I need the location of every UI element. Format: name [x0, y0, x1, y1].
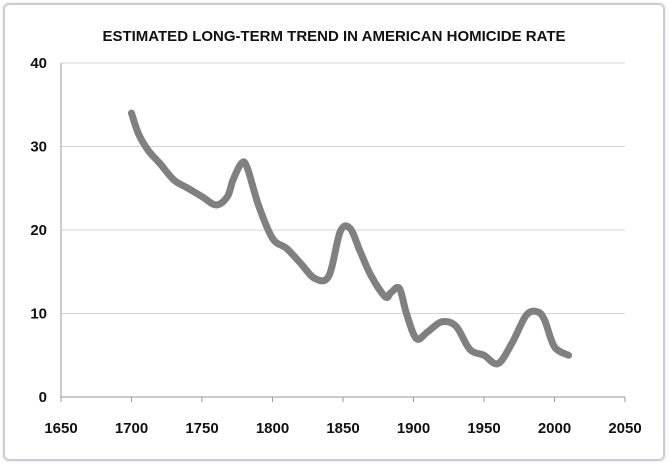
y-tick-label-10: 10	[30, 306, 47, 323]
x-axis-tick-labels: 1650 1700 1750 1800 1850 1900 1950 2000 2050	[44, 420, 641, 437]
y-tick-label-40: 40	[30, 55, 47, 72]
x-tick-label-2000: 2000	[538, 420, 571, 437]
x-tick-label-2050: 2050	[608, 420, 641, 437]
x-tick-label-1700: 1700	[115, 420, 148, 437]
x-tick-label-1750: 1750	[185, 420, 218, 437]
gridlines	[61, 62, 625, 314]
y-tick-label-20: 20	[30, 222, 47, 239]
x-tick-label-1950: 1950	[467, 420, 500, 437]
x-tick-label-1850: 1850	[326, 420, 359, 437]
chart-title: ESTIMATED LONG-TERM TREND IN AMERICAN HO…	[102, 28, 565, 45]
x-tick-label-1800: 1800	[256, 420, 289, 437]
series-line-0	[128, 109, 573, 368]
chart-frame	[3, 3, 665, 461]
axes	[60, 63, 626, 402]
x-tick-label-1650: 1650	[44, 420, 77, 437]
y-tick-label-30: 30	[30, 139, 47, 156]
y-tick-label-0: 0	[39, 389, 47, 406]
y-axis-tick-labels: 0 10 20 30 40	[30, 55, 47, 406]
series-group	[128, 109, 573, 368]
x-tick-label-1900: 1900	[397, 420, 430, 437]
